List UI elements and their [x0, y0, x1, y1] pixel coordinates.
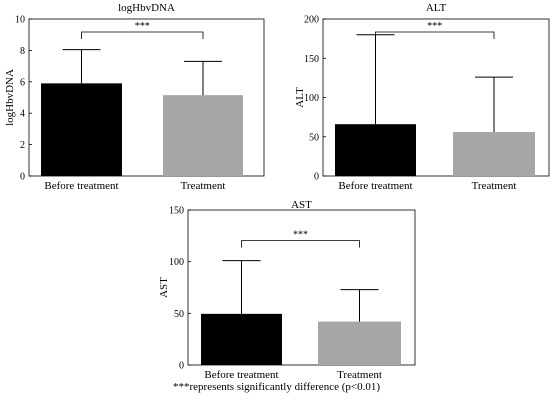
y-tick-label: 8 — [20, 46, 25, 57]
y-axis-label: logHbvDNA — [4, 69, 16, 126]
x-tick-label: Before treatment — [204, 369, 278, 381]
x-tick-label: Treatment — [337, 369, 382, 381]
bar — [201, 313, 282, 365]
y-tick-label: 150 — [169, 206, 184, 217]
x-tick-label: Before treatment — [338, 180, 412, 192]
y-tick-label: 4 — [20, 109, 25, 120]
y-tick-label: 0 — [179, 361, 184, 372]
significance-label: *** — [427, 21, 442, 32]
y-tick-label: 2 — [20, 140, 25, 151]
bar — [163, 95, 243, 176]
significance-bracket — [375, 31, 495, 39]
y-tick-label: 100 — [304, 93, 319, 104]
y-tick-label: 10 — [15, 15, 25, 26]
bar — [335, 124, 416, 176]
y-axis-label: ALT — [294, 87, 306, 108]
x-tick-label: Treatment — [181, 180, 226, 192]
bar — [41, 83, 122, 176]
figure-caption: ***represents significantly difference (… — [173, 381, 380, 393]
x-tick-label: Before treatment — [44, 180, 118, 192]
plot-frame — [187, 209, 416, 366]
y-tick-label: 0 — [20, 172, 25, 183]
bar — [318, 321, 401, 365]
y-tick-label: 0 — [314, 172, 319, 183]
significance-bracket — [241, 240, 360, 248]
y-axis-label: AST — [158, 277, 170, 298]
significance-bracket — [81, 31, 204, 39]
significance-label: *** — [293, 230, 308, 241]
y-tick-label: 150 — [304, 54, 319, 65]
x-tick-label: Treatment — [472, 180, 517, 192]
bar — [453, 132, 535, 176]
y-tick-label: 50 — [174, 309, 184, 320]
chart-title: ALT — [426, 2, 447, 14]
plot-frame — [28, 18, 265, 177]
significance-label: *** — [135, 21, 150, 32]
y-tick-label: 50 — [309, 132, 319, 143]
chart-title: logHbvDNA — [118, 2, 175, 14]
y-tick-label: 6 — [20, 77, 25, 88]
y-tick-label: 100 — [169, 257, 184, 268]
chart-title: AST — [291, 199, 312, 211]
y-tick-label: 200 — [304, 15, 319, 26]
